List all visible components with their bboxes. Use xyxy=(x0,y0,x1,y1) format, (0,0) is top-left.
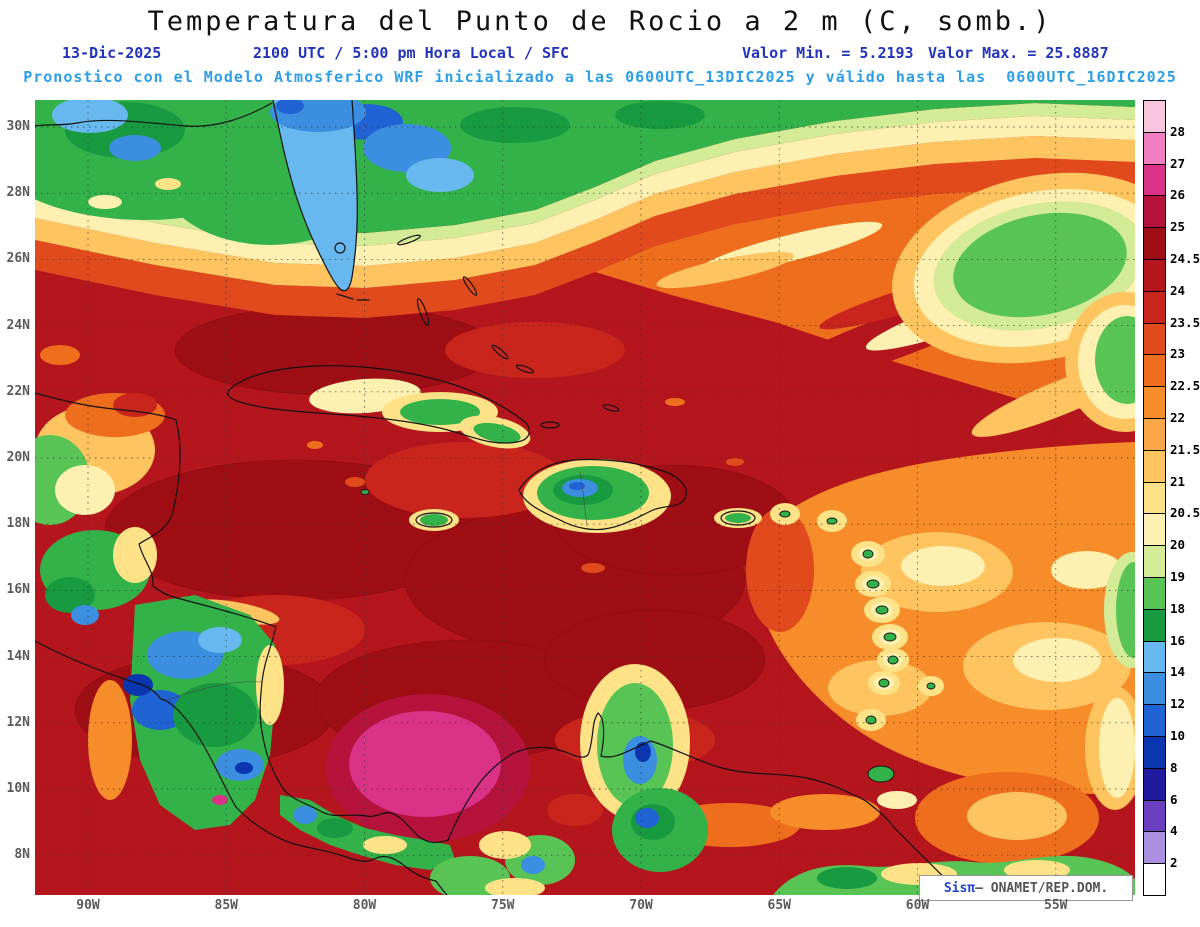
colorbar-tick-label: 12 xyxy=(1170,696,1186,712)
header-valid-line: 13-Dic-2025 2100 UTC / 5:00 pm Hora Loca… xyxy=(0,44,1200,62)
colorbar-segment xyxy=(1143,418,1166,451)
colorbar-segment xyxy=(1143,799,1166,833)
lat-tick-label: 22N xyxy=(6,383,30,399)
colorbar-tick-label: 2 xyxy=(1170,855,1178,871)
valid-date: 13-Dic-2025 xyxy=(62,44,162,62)
colorbar: 28 27 26 25 24.5 24 23.5 23 22.5 22 21.5 21 20.5 20 19… xyxy=(1143,100,1200,899)
colorbar-segment xyxy=(1143,449,1166,483)
lat-tick-label: 12N xyxy=(6,714,30,730)
colorbar-tick-label: 26 xyxy=(1170,187,1186,203)
colorbar-tick-label: 23 xyxy=(1170,346,1186,362)
colorbar-tick-label: 20.5 xyxy=(1170,505,1200,521)
colorbar-tick-label: 23.5 xyxy=(1170,314,1200,330)
colorbar-segment xyxy=(1143,131,1166,165)
colorbar-tick-label: 4 xyxy=(1170,823,1178,839)
lat-axis: 30N 28N 26N 24N 22N 20N 18N 16N 14N 12N 10N 8N xyxy=(0,100,32,895)
colorbar-tick-label: 24.5 xyxy=(1170,251,1200,266)
colorbar-tick-label: 6 xyxy=(1170,791,1178,807)
colorbar-tick-label: 8 xyxy=(1170,759,1178,775)
value-min: Valor Min. = 5.2193 xyxy=(742,44,914,62)
colorbar-tick-label: 22.5 xyxy=(1170,378,1200,394)
lat-tick-label: 16N xyxy=(6,582,30,598)
colorbar-tick-label: 10 xyxy=(1170,728,1186,743)
colorbar-tick-label: 21 xyxy=(1170,473,1186,489)
value-max: Valor Max. = 25.8887 xyxy=(928,44,1109,62)
watermark: Sisπ – ONAMET/REP.DOM. xyxy=(919,875,1133,901)
valid-time: 2100 UTC / 5:00 pm Hora Local / SFC xyxy=(253,44,570,62)
lon-tick-label: 60W xyxy=(905,898,930,913)
colorbar-segment xyxy=(1143,227,1166,260)
colorbar-segment xyxy=(1143,672,1166,706)
watermark-brand: Sisπ xyxy=(943,880,976,896)
lon-tick-label: 80W xyxy=(352,898,377,913)
colorbar-segment xyxy=(1143,863,1166,896)
colorbar-segment xyxy=(1143,322,1166,356)
lat-tick-label: 30N xyxy=(6,119,30,134)
colorbar-segment xyxy=(1143,608,1166,642)
lon-tick-label: 55W xyxy=(1044,898,1068,913)
colorbar-tick-label: 22 xyxy=(1170,410,1186,425)
colorbar-segment xyxy=(1143,767,1166,801)
dewpoint-map-svg xyxy=(0,90,1188,900)
colorbar-segment xyxy=(1143,513,1166,547)
lat-tick-label: 26N xyxy=(6,251,30,267)
colorbar-tick-label: 16 xyxy=(1170,632,1186,648)
colorbar-segment xyxy=(1143,259,1166,292)
colorbar-segment xyxy=(1143,386,1166,419)
colorbar-tick-label: 19 xyxy=(1170,569,1186,584)
lon-axis: 90W 85W 80W 75W 70W 65W 60W 55W xyxy=(35,898,1135,918)
colorbar-segment xyxy=(1143,354,1166,388)
colorbar-segment xyxy=(1143,577,1166,610)
page-title: Temperatura del Punto de Rocio a 2 m (C,… xyxy=(147,6,1053,37)
lat-tick-label: 24N xyxy=(6,317,30,333)
colorbar-segment xyxy=(1143,290,1166,324)
lat-tick-label: 28N xyxy=(6,185,30,201)
model-info-line: Pronostico con el Modelo Atmosferico WRF… xyxy=(23,68,1177,86)
colorbar-segment xyxy=(1143,545,1166,578)
lat-tick-label: 10N xyxy=(6,781,30,796)
colorbar-segment xyxy=(1143,736,1166,769)
colorbar-tick-label: 27 xyxy=(1170,155,1186,171)
colorbar-segment xyxy=(1143,831,1166,865)
lon-tick-label: 90W xyxy=(76,898,100,913)
colorbar-tick-label: 18 xyxy=(1170,600,1186,616)
lat-tick-label: 8N xyxy=(14,847,30,863)
map-area: Sisπ – ONAMET/REP.DOM. xyxy=(0,90,1188,901)
colorbar-tick-label: 21.5 xyxy=(1170,441,1200,457)
colorbar-segment xyxy=(1143,163,1166,197)
lat-tick-label: 14N xyxy=(6,648,30,664)
colorbar-tick-label: 25 xyxy=(1170,219,1186,235)
colorbar-tick-label: 28 xyxy=(1170,123,1186,139)
colorbar-segment xyxy=(1143,640,1166,674)
lon-tick-label: 70W xyxy=(629,898,653,913)
colorbar-segment xyxy=(1143,195,1166,229)
lat-tick-label: 20N xyxy=(6,450,30,465)
colorbar-tick-label: 24 xyxy=(1170,282,1186,298)
colorbar-segment xyxy=(1143,481,1166,515)
colorbar-segment xyxy=(1143,704,1166,737)
lon-tick-label: 65W xyxy=(767,898,791,913)
lon-tick-label: 75W xyxy=(491,898,515,913)
colorbar-tick-label: 14 xyxy=(1170,664,1186,680)
watermark-org: – ONAMET/REP.DOM. xyxy=(975,880,1109,896)
colorbar-tick-label: 20 xyxy=(1170,537,1186,553)
colorbar-segment xyxy=(1143,100,1166,133)
lat-tick-label: 18N xyxy=(6,516,30,532)
lon-tick-label: 85W xyxy=(214,898,238,913)
